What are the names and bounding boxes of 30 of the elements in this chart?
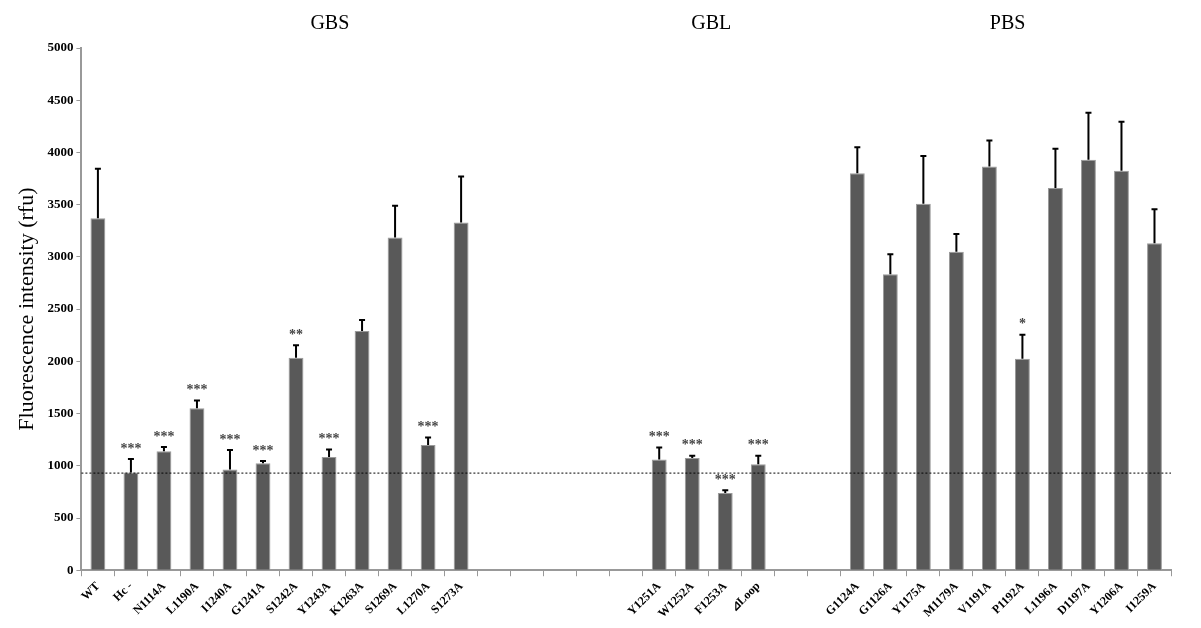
y-tick-label: 5000: [47, 39, 74, 55]
annotation: ***: [681, 437, 703, 453]
y-tick-label: 1500: [47, 404, 74, 420]
text: GBL: [691, 11, 732, 34]
y-tick-label: 1000: [47, 457, 74, 473]
annotation: **: [289, 326, 304, 342]
y-tick-label: 4000: [47, 143, 74, 159]
annotation: ***: [714, 471, 736, 487]
annotation: *: [1018, 316, 1026, 332]
annotation: ***: [186, 382, 208, 398]
annotation: ***: [153, 428, 175, 444]
annotation: ***: [252, 442, 274, 458]
y-tick-label: 500: [53, 509, 74, 525]
y-tick-label: 2500: [47, 300, 74, 316]
annotation: ***: [417, 419, 439, 435]
y-tick-label: 4500: [47, 91, 74, 107]
text: PBS: [989, 11, 1026, 34]
text: GBS: [310, 11, 350, 34]
annotation: ***: [120, 440, 142, 456]
y-tick-label: 2000: [47, 352, 74, 368]
x-tick-label: Hc -: [110, 578, 136, 604]
annotation: ***: [648, 429, 670, 445]
x-tick-label: WT: [78, 578, 103, 603]
y-tick-label: 0: [66, 561, 74, 577]
y-tick-label: 3000: [47, 248, 74, 264]
annotation: ***: [747, 437, 769, 453]
y-tick-label: 3500: [47, 196, 74, 212]
y-axis-title: Fluorescence intensity (rfu): [12, 187, 38, 431]
annotation: ***: [219, 431, 241, 447]
annotation: ***: [318, 431, 340, 447]
